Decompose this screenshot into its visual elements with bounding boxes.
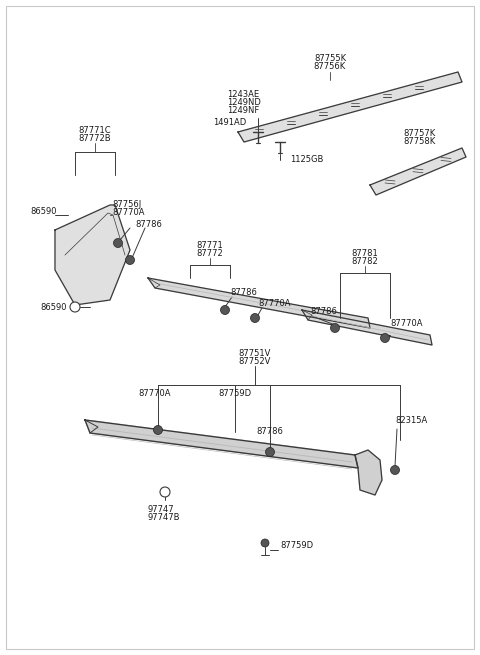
- Circle shape: [381, 333, 389, 343]
- Text: 87771C: 87771C: [79, 126, 111, 135]
- Circle shape: [160, 487, 170, 497]
- Text: 87786: 87786: [230, 288, 257, 297]
- Polygon shape: [370, 148, 466, 195]
- Text: 87770A: 87770A: [390, 319, 422, 328]
- Text: 87759D: 87759D: [218, 389, 252, 398]
- Text: 86590: 86590: [40, 303, 67, 312]
- Polygon shape: [302, 310, 432, 345]
- Polygon shape: [85, 420, 358, 468]
- Polygon shape: [55, 205, 130, 305]
- Text: 87772B: 87772B: [79, 134, 111, 143]
- Text: 97747B: 97747B: [148, 513, 180, 522]
- Text: 87752V: 87752V: [239, 357, 271, 366]
- Circle shape: [113, 238, 122, 248]
- Text: 87751V: 87751V: [239, 349, 271, 358]
- Circle shape: [220, 305, 229, 314]
- Text: 87781: 87781: [352, 249, 378, 258]
- Text: 87756K: 87756K: [314, 62, 346, 71]
- Text: 1491AD: 1491AD: [213, 118, 246, 127]
- Text: 1125GB: 1125GB: [290, 155, 324, 164]
- Text: 87756J: 87756J: [112, 200, 141, 209]
- Text: 87755K: 87755K: [314, 54, 346, 63]
- Circle shape: [261, 539, 269, 547]
- Text: 87786: 87786: [135, 220, 162, 229]
- Polygon shape: [238, 72, 462, 142]
- Circle shape: [391, 466, 399, 474]
- Circle shape: [154, 426, 163, 434]
- Text: 1243AE: 1243AE: [227, 90, 259, 99]
- Circle shape: [125, 255, 134, 265]
- Polygon shape: [148, 278, 370, 328]
- Circle shape: [70, 302, 80, 312]
- Text: 87770A: 87770A: [258, 299, 290, 308]
- Text: 87770A: 87770A: [112, 208, 144, 217]
- Text: 1249ND: 1249ND: [227, 98, 261, 107]
- Text: 87782: 87782: [352, 257, 378, 266]
- Text: 82315A: 82315A: [395, 416, 427, 425]
- Text: 86590: 86590: [30, 207, 57, 216]
- Circle shape: [265, 447, 275, 457]
- Text: 87757K: 87757K: [404, 129, 436, 138]
- Text: 1249NF: 1249NF: [227, 106, 259, 115]
- Circle shape: [251, 314, 260, 322]
- Text: 97747: 97747: [148, 505, 175, 514]
- Text: 87772: 87772: [197, 249, 223, 258]
- Circle shape: [331, 324, 339, 333]
- Text: 87758K: 87758K: [404, 137, 436, 146]
- Text: 87759D: 87759D: [280, 542, 313, 550]
- Text: 87770A: 87770A: [139, 389, 171, 398]
- Polygon shape: [355, 450, 382, 495]
- Text: 87786: 87786: [257, 427, 283, 436]
- Text: 87786: 87786: [310, 307, 337, 316]
- Text: 87771: 87771: [197, 241, 223, 250]
